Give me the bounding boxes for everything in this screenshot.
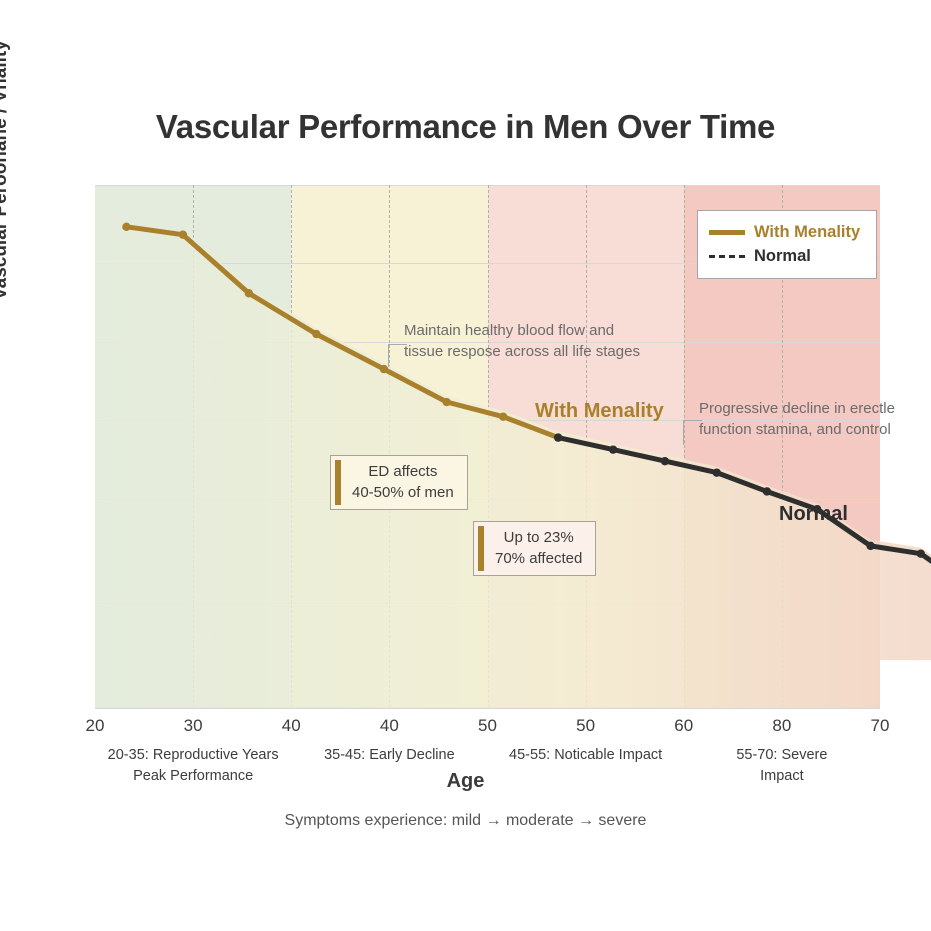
legend-line-icon-dashed [709, 254, 745, 258]
x-axis-subtitle: Symptoms experience: mild → moderate → s… [284, 812, 647, 829]
legend-item-normal[interactable]: Normal [709, 244, 865, 268]
annotation-progressive-decline: Progressive decline in erectle function … [699, 400, 895, 439]
stage-label: 55-70: Severe Impact [736, 747, 828, 785]
callout-up-to-23: Up to 23% 70% affected [473, 521, 597, 576]
legend-label: Normal [754, 246, 811, 265]
gridline-horizontal [95, 708, 880, 709]
gridline-vertical [487, 185, 489, 708]
annotation-healthy-blood-flow: Maintain healthy blood flow and tissue r… [404, 322, 640, 361]
x-axis-tick-label: 40 [281, 716, 301, 735]
x-axis-title: Age [446, 770, 485, 792]
inline-series-label-normal: Normal [779, 503, 848, 525]
callout-text: Up to 23% 70% affected [495, 529, 583, 567]
inline-series-label-with-menality: With Menality [535, 400, 664, 422]
callout-ed-affects: ED affects 40-50% of men [330, 455, 468, 510]
data-point-marker [916, 549, 926, 558]
stage-label: 35-45: Early Decline [324, 747, 455, 763]
annotation-leader-decline [683, 420, 702, 445]
legend[interactable]: With Menality Normal [697, 210, 877, 279]
x-axis-tick-label: 40 [379, 716, 399, 735]
x-axis-line [95, 707, 880, 708]
stage-label: 20-35: Reproductive Years Peak Performan… [107, 747, 279, 785]
callout-accent-bar [335, 460, 341, 505]
x-axis-tick-label: 50 [478, 716, 497, 735]
gridline-vertical [585, 185, 587, 708]
legend-line-icon-solid [709, 229, 745, 235]
x-axis-tick-label: 70 [870, 716, 890, 735]
callout-text: ED affects 40-50% of men [352, 463, 454, 501]
stage-label: 45-55: Noticable Impact [509, 747, 663, 763]
annotation-leader-healthy [388, 344, 407, 367]
x-axis-tick-label: 30 [183, 716, 203, 735]
gridline-vertical [683, 185, 685, 708]
legend-label: With Menality [754, 222, 861, 241]
gridline-vertical [193, 185, 195, 708]
legend-item-with-menality[interactable]: With Menality [709, 220, 865, 244]
x-axis-tick-label: 60 [674, 716, 694, 735]
chart-title: Vascular Performance in Men Over Time [155, 108, 776, 145]
x-axis-tick-label: 80 [772, 716, 792, 735]
y-axis-title: Vascular Peroonane / Vñality [0, 40, 11, 300]
gridline-vertical [389, 185, 391, 708]
callout-accent-bar [478, 526, 484, 571]
x-axis-tick-label: 50 [576, 716, 596, 735]
x-axis-tick-label: 20 [85, 716, 105, 735]
gridline-vertical [291, 185, 293, 708]
